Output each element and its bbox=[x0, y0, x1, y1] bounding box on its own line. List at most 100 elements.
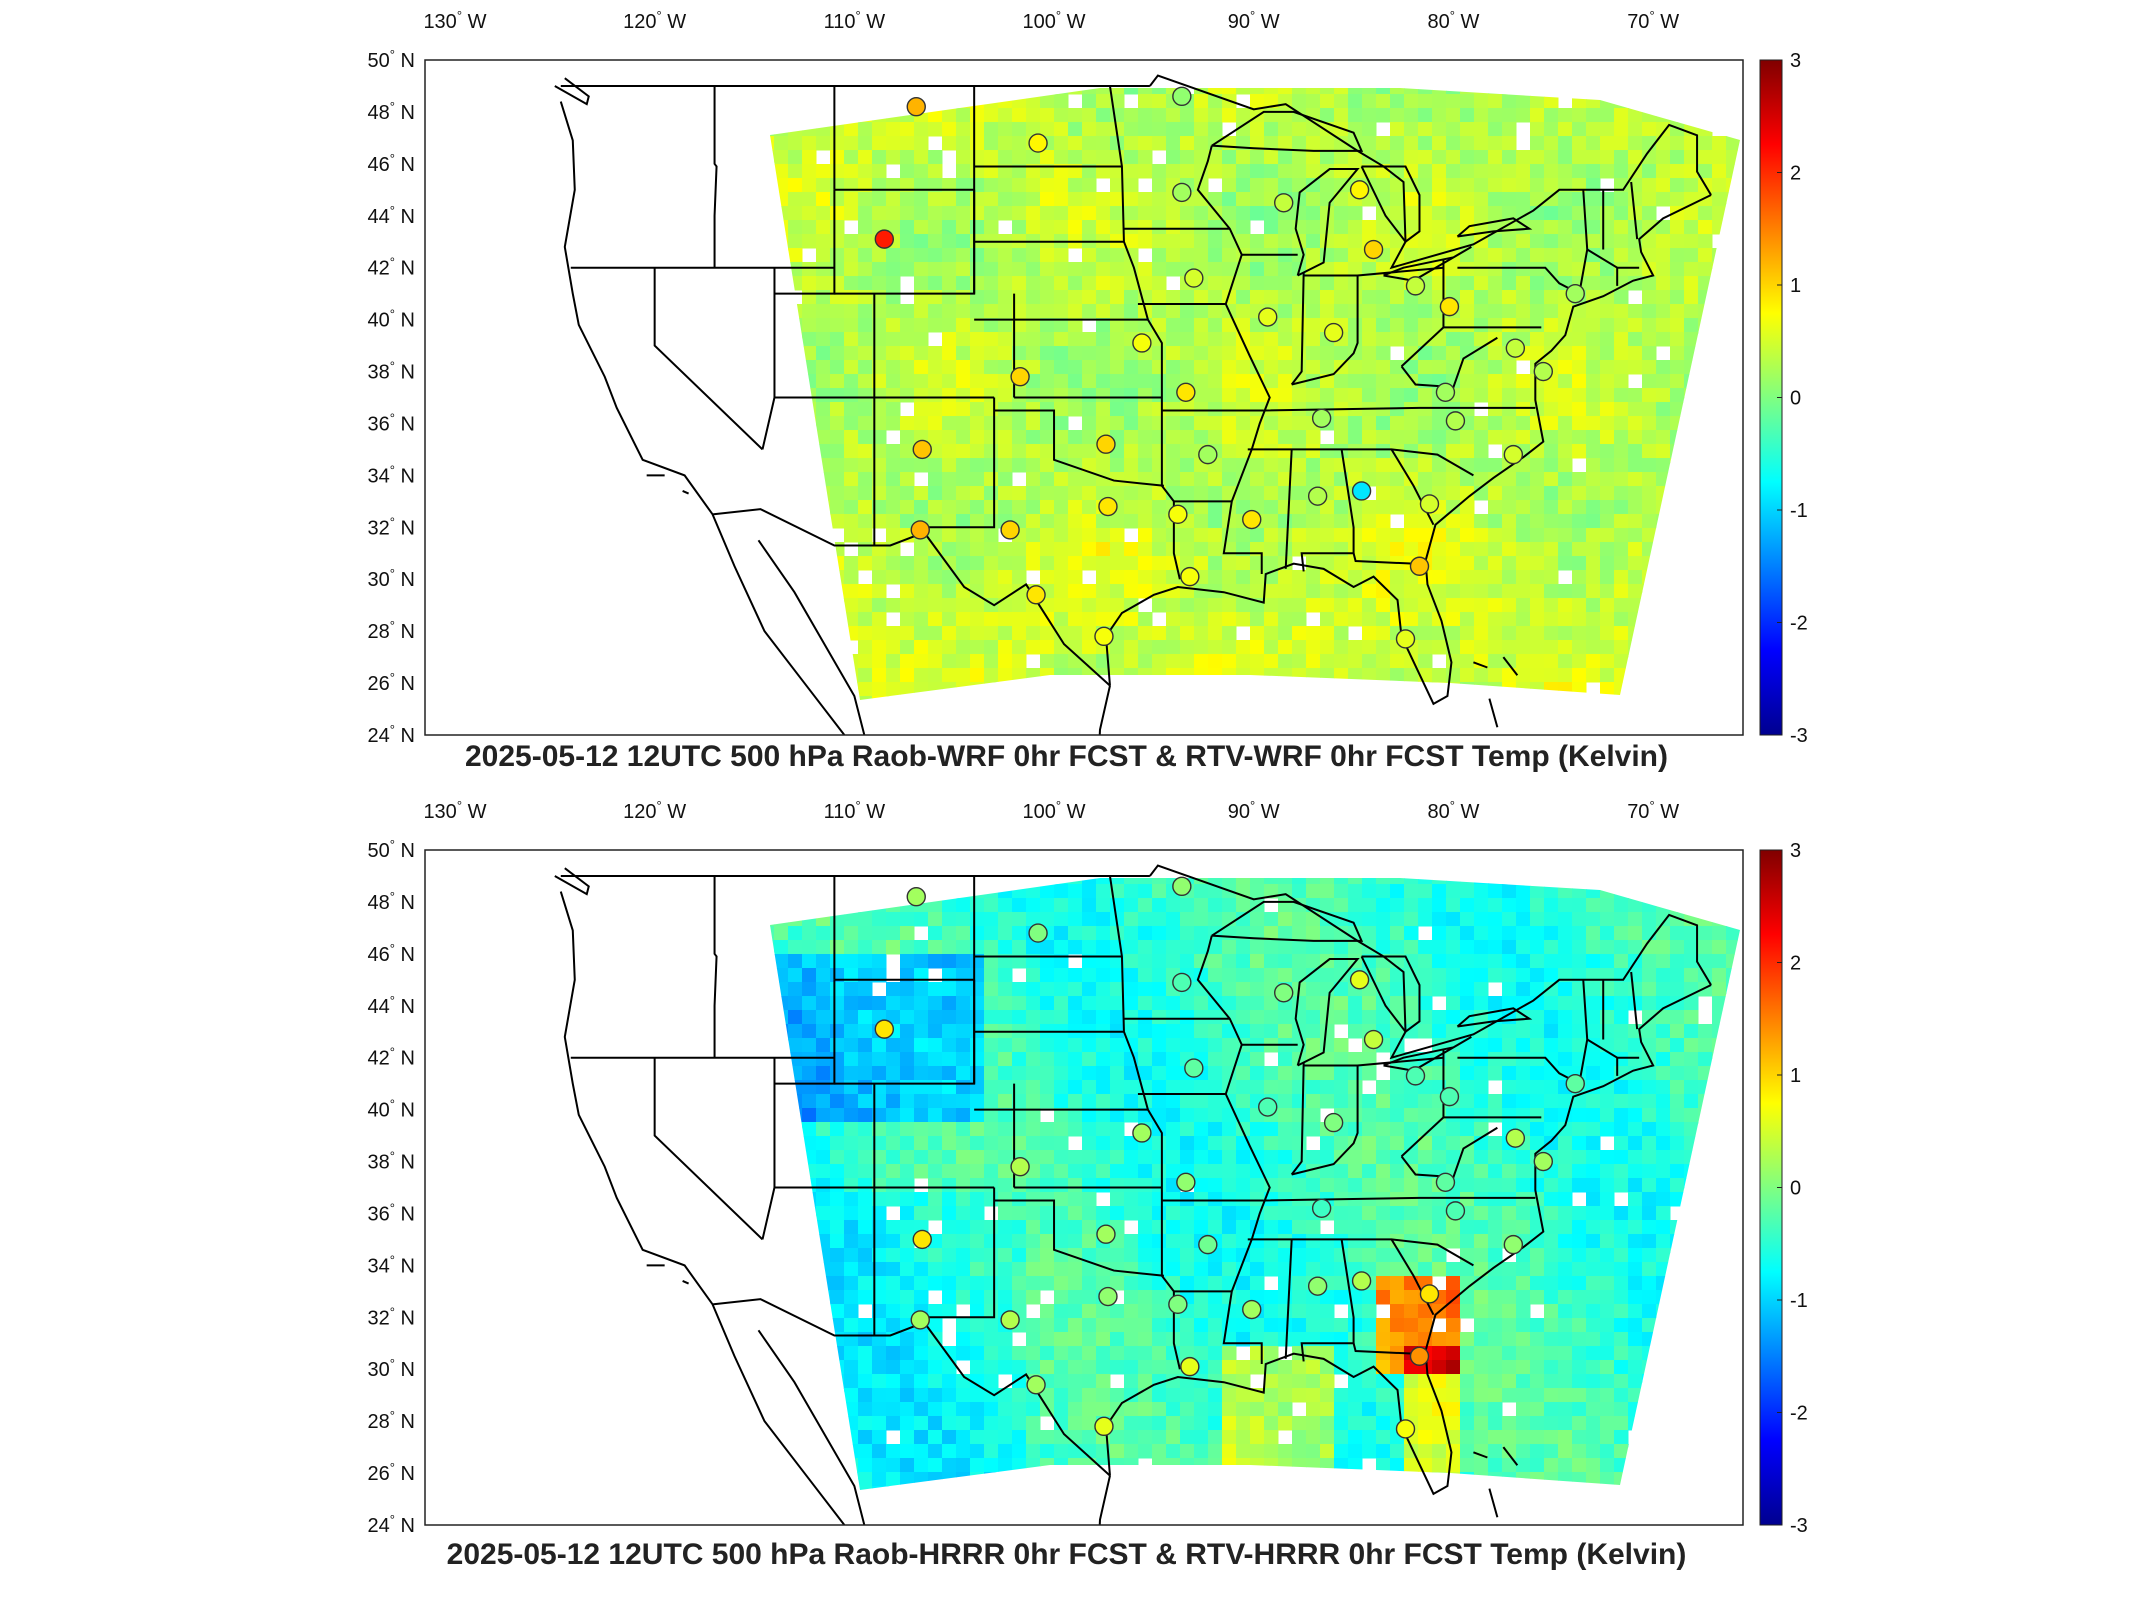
raob-station-marker[interactable] bbox=[911, 521, 929, 539]
raob-station-marker[interactable] bbox=[1027, 1376, 1045, 1394]
temperature-difference-field bbox=[760, 80, 1755, 711]
latitude-tick-label: 24° N bbox=[368, 1512, 415, 1537]
raob-station-marker[interactable] bbox=[1173, 973, 1191, 991]
raob-station-marker[interactable] bbox=[913, 440, 931, 458]
raob-station-marker[interactable] bbox=[907, 98, 925, 116]
latitude-tick-label: 50° N bbox=[368, 837, 415, 862]
raob-station-marker[interactable] bbox=[1436, 383, 1454, 401]
colorbar-tick-label: 1 bbox=[1790, 1065, 1801, 1087]
raob-station-marker[interactable] bbox=[1420, 1285, 1438, 1303]
raob-station-marker[interactable] bbox=[1133, 334, 1151, 352]
latitude-tick-label: 38° N bbox=[368, 1149, 415, 1174]
raob-station-marker[interactable] bbox=[1309, 1277, 1327, 1295]
raob-station-marker[interactable] bbox=[1406, 1067, 1424, 1085]
colorbar-tick-label: -1 bbox=[1790, 1290, 1808, 1312]
raob-station-marker[interactable] bbox=[1243, 511, 1261, 529]
latitude-tick-label: 34° N bbox=[368, 462, 415, 487]
raob-station-marker[interactable] bbox=[1446, 1202, 1464, 1220]
raob-station-marker[interactable] bbox=[1353, 1272, 1371, 1290]
raob-station-marker[interactable] bbox=[1313, 1199, 1331, 1217]
raob-station-marker[interactable] bbox=[1095, 627, 1113, 645]
raob-station-marker[interactable] bbox=[1259, 1098, 1277, 1116]
raob-station-marker[interactable] bbox=[1397, 1420, 1415, 1438]
raob-station-marker[interactable] bbox=[1027, 586, 1045, 604]
raob-station-marker[interactable] bbox=[1029, 924, 1047, 942]
raob-station-marker[interactable] bbox=[1506, 339, 1524, 357]
colorbar-tick-label: 3 bbox=[1790, 50, 1801, 72]
latitude-tick-label: 34° N bbox=[368, 1252, 415, 1277]
raob-station-marker[interactable] bbox=[1133, 1124, 1151, 1142]
raob-station-marker[interactable] bbox=[1410, 1347, 1428, 1365]
raob-station-marker[interactable] bbox=[1325, 1114, 1343, 1132]
raob-station-marker[interactable] bbox=[1097, 435, 1115, 453]
raob-station-marker[interactable] bbox=[1566, 285, 1584, 303]
raob-station-marker[interactable] bbox=[1351, 971, 1369, 989]
raob-station-marker[interactable] bbox=[875, 1020, 893, 1038]
longitude-tick-label: 110° W bbox=[824, 8, 886, 33]
raob-station-marker[interactable] bbox=[1259, 308, 1277, 326]
raob-station-marker[interactable] bbox=[1446, 412, 1464, 430]
raob-station-marker[interactable] bbox=[1365, 241, 1383, 259]
longitude-tick-label: 120° W bbox=[623, 8, 686, 33]
raob-station-marker[interactable] bbox=[1095, 1417, 1113, 1435]
raob-station-marker[interactable] bbox=[1001, 1311, 1019, 1329]
latitude-tick-label: 46° N bbox=[368, 151, 415, 176]
raob-station-marker[interactable] bbox=[913, 1230, 931, 1248]
raob-station-marker[interactable] bbox=[1566, 1075, 1584, 1093]
raob-station-marker[interactable] bbox=[1504, 446, 1522, 464]
raob-station-marker[interactable] bbox=[1440, 1088, 1458, 1106]
raob-station-marker[interactable] bbox=[1097, 1225, 1115, 1243]
raob-station-marker[interactable] bbox=[1353, 482, 1371, 500]
latitude-tick-label: 36° N bbox=[368, 1200, 415, 1225]
raob-station-marker[interactable] bbox=[1397, 630, 1415, 648]
raob-station-marker[interactable] bbox=[1177, 1173, 1195, 1191]
raob-station-marker[interactable] bbox=[1199, 1236, 1217, 1254]
raob-station-marker[interactable] bbox=[1410, 557, 1428, 575]
raob-station-marker[interactable] bbox=[1506, 1129, 1524, 1147]
raob-station-marker[interactable] bbox=[1181, 1358, 1199, 1376]
raob-station-marker[interactable] bbox=[1313, 409, 1331, 427]
raob-station-marker[interactable] bbox=[1099, 1288, 1117, 1306]
raob-station-marker[interactable] bbox=[1365, 1031, 1383, 1049]
raob-station-marker[interactable] bbox=[1185, 1059, 1203, 1077]
raob-station-marker[interactable] bbox=[1420, 495, 1438, 513]
raob-station-marker[interactable] bbox=[1504, 1236, 1522, 1254]
raob-station-marker[interactable] bbox=[1275, 984, 1293, 1002]
raob-station-marker[interactable] bbox=[1173, 877, 1191, 895]
raob-station-marker[interactable] bbox=[1011, 1158, 1029, 1176]
raob-station-marker[interactable] bbox=[1199, 446, 1217, 464]
raob-station-marker[interactable] bbox=[1185, 269, 1203, 287]
raob-station-marker[interactable] bbox=[1534, 363, 1552, 381]
raob-station-marker[interactable] bbox=[1436, 1173, 1454, 1191]
raob-station-marker[interactable] bbox=[875, 230, 893, 248]
raob-station-marker[interactable] bbox=[1406, 277, 1424, 295]
raob-station-marker[interactable] bbox=[907, 888, 925, 906]
colorbar-tick-label: 2 bbox=[1790, 953, 1801, 975]
raob-station-marker[interactable] bbox=[1181, 568, 1199, 586]
raob-station-marker[interactable] bbox=[911, 1311, 929, 1329]
raob-station-marker[interactable] bbox=[1169, 505, 1187, 523]
raob-station-marker[interactable] bbox=[1440, 298, 1458, 316]
raob-station-marker[interactable] bbox=[1275, 194, 1293, 212]
raob-station-marker[interactable] bbox=[1351, 181, 1369, 199]
colorbar-tick-label: 3 bbox=[1790, 840, 1801, 862]
raob-station-marker[interactable] bbox=[1169, 1295, 1187, 1313]
raob-station-marker[interactable] bbox=[1173, 183, 1191, 201]
raob-station-marker[interactable] bbox=[1177, 383, 1195, 401]
longitude-tick-label: 130° W bbox=[423, 798, 486, 823]
raob-station-marker[interactable] bbox=[1011, 368, 1029, 386]
raob-station-marker[interactable] bbox=[1243, 1301, 1261, 1319]
colorbar-tick-label: 0 bbox=[1790, 388, 1801, 410]
longitude-tick-label: 80° W bbox=[1427, 798, 1479, 823]
raob-station-marker[interactable] bbox=[1309, 487, 1327, 505]
raob-station-marker[interactable] bbox=[1099, 498, 1117, 516]
latitude-tick-label: 28° N bbox=[368, 618, 415, 643]
raob-station-marker[interactable] bbox=[1325, 324, 1343, 342]
raob-station-marker[interactable] bbox=[1173, 87, 1191, 105]
raob-station-marker[interactable] bbox=[1534, 1153, 1552, 1171]
longitude-tick-label: 90° W bbox=[1228, 798, 1280, 823]
map-title-wrf: 2025-05-12 12UTC 500 hPa Raob-WRF 0hr FC… bbox=[0, 740, 2133, 774]
raob-station-marker[interactable] bbox=[1029, 134, 1047, 152]
raob-station-marker[interactable] bbox=[1001, 521, 1019, 539]
